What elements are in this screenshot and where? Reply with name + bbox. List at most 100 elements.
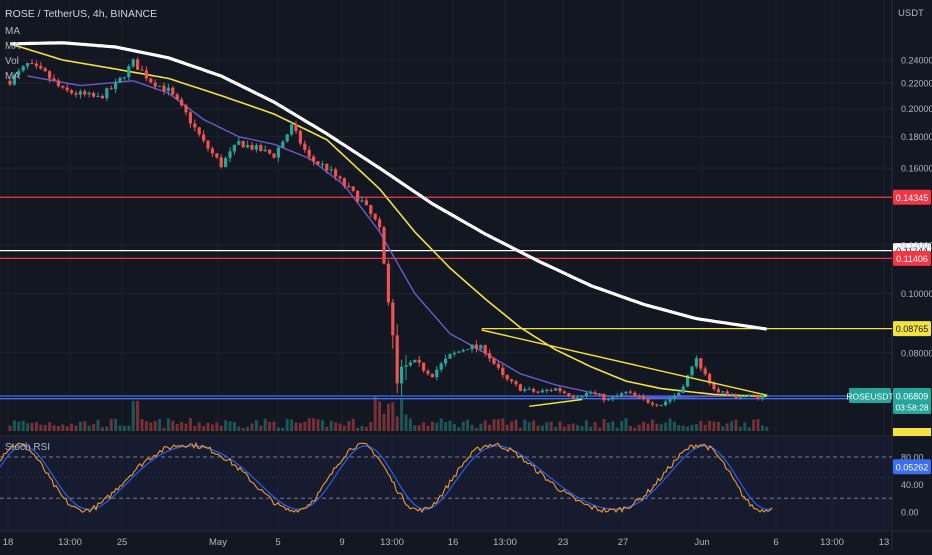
chart-header: ROSE / TetherUS, 4h, BINANCE MA MA Vol M… <box>5 8 924 453</box>
volume-bar <box>532 420 536 431</box>
candle-body <box>721 391 725 393</box>
time-tick-label: 13:00 <box>820 537 844 548</box>
volume-bar <box>686 426 690 431</box>
indicator-label-vol[interactable]: Vol <box>5 56 19 67</box>
volume-histogram <box>8 396 769 431</box>
candle-body <box>571 396 575 399</box>
volume-bar <box>483 420 487 431</box>
volume-bar <box>290 419 294 431</box>
candle-body <box>329 169 333 171</box>
volume-bar <box>664 422 668 431</box>
time-axis[interactable]: 18 13:00 25 May 5 9 13:00 16 13:00 23 27 Jun 6 13:00 1… <box>3 537 890 548</box>
candle-body <box>158 85 162 87</box>
volume-bar <box>593 422 597 431</box>
candle-body <box>26 63 30 67</box>
volume-bar <box>703 424 707 431</box>
candle-body <box>74 93 78 95</box>
volume-bar <box>334 422 338 431</box>
volume-bar <box>100 427 104 431</box>
volume-bar <box>576 424 580 431</box>
candle-body <box>470 344 474 350</box>
horizontal-lines <box>0 196 892 400</box>
candle-body <box>681 386 685 393</box>
volume-bar <box>312 418 316 431</box>
candle-body <box>162 85 166 91</box>
volume-bar <box>206 422 210 431</box>
candle-body <box>716 389 720 393</box>
volume-bar <box>232 421 236 431</box>
price-level-tag <box>893 321 931 337</box>
volume-bar <box>43 425 47 431</box>
volume-bar <box>193 426 197 431</box>
volume-bar <box>426 425 430 431</box>
volume-bar <box>378 401 382 431</box>
candle-body <box>382 227 386 264</box>
trend-line <box>481 329 767 396</box>
indicator-label-ma-3[interactable]: MA <box>5 71 20 82</box>
candle-body <box>589 392 593 394</box>
candle-body <box>70 90 74 94</box>
indicator-label-ma-1[interactable]: MA <box>5 26 20 37</box>
volume-bar <box>479 423 483 431</box>
volume-bar <box>545 422 549 431</box>
symbol-title[interactable]: ROSE / TetherUS, 4h, BINANCE <box>5 8 157 20</box>
volume-bar <box>386 403 390 431</box>
volume-bar <box>87 425 91 431</box>
current-price-value: 0.06809 <box>896 391 929 401</box>
volume-bar <box>734 419 738 431</box>
volume-bar <box>408 418 412 431</box>
volume-bar <box>747 427 751 431</box>
volume-bar <box>435 422 439 431</box>
candle-body <box>708 374 712 384</box>
volume-bar <box>760 425 764 431</box>
time-tick-label: 6 <box>773 537 778 548</box>
price-tick-label: 0.16000 <box>901 164 932 174</box>
candle-body <box>408 362 412 366</box>
volume-bar <box>56 426 60 431</box>
candle-body <box>307 149 311 157</box>
candle-body <box>457 351 461 353</box>
volume-bar <box>21 420 25 431</box>
volume-bar <box>474 427 478 431</box>
candle-body <box>725 391 729 396</box>
volume-bar <box>114 418 118 431</box>
volume-bar <box>162 427 166 431</box>
volume-bar <box>765 426 769 431</box>
rsi-tick-label: 0.00 <box>901 508 919 518</box>
volume-bar <box>672 421 676 431</box>
indicator-label-ma-2[interactable]: MA <box>5 41 20 52</box>
candle-body <box>175 94 179 100</box>
price-level-value: 0.05262 <box>896 462 929 472</box>
stoch-rsi-pane: 80.00 40.00 0.00 <box>0 437 924 530</box>
candle-body <box>633 392 637 396</box>
candle-body <box>144 70 148 79</box>
candle-body <box>100 95 104 99</box>
candle-body <box>637 395 641 397</box>
candle-countdown: 03:58:28 <box>895 402 928 412</box>
volume-bar <box>602 419 606 431</box>
volume-bar <box>615 427 619 431</box>
candle-body <box>730 394 734 396</box>
candle-body <box>668 398 672 402</box>
time-tick-label: 13 <box>879 537 890 548</box>
volume-bar <box>52 425 56 431</box>
stoch-rsi-label[interactable]: Stoch RSI <box>5 442 50 453</box>
candle-body <box>52 78 56 81</box>
price-axis[interactable]: 0.143450.117440.114060.087650.067410.052… <box>846 56 932 475</box>
volume-bar <box>681 425 685 431</box>
price-level-value: 0.08765 <box>896 324 929 334</box>
volume-bar <box>523 419 527 431</box>
time-tick-label: 16 <box>448 537 459 548</box>
candle-body <box>747 394 751 397</box>
volume-bar <box>276 427 280 431</box>
volume-bar <box>677 425 681 431</box>
volume-bar <box>756 419 760 431</box>
candle-body <box>598 393 602 395</box>
candle-body <box>628 391 632 393</box>
volume-bar <box>17 421 21 431</box>
time-tick-label: 25 <box>117 537 128 548</box>
volume-bar <box>281 427 285 431</box>
volume-bar <box>105 426 109 431</box>
candle-body <box>140 69 144 71</box>
